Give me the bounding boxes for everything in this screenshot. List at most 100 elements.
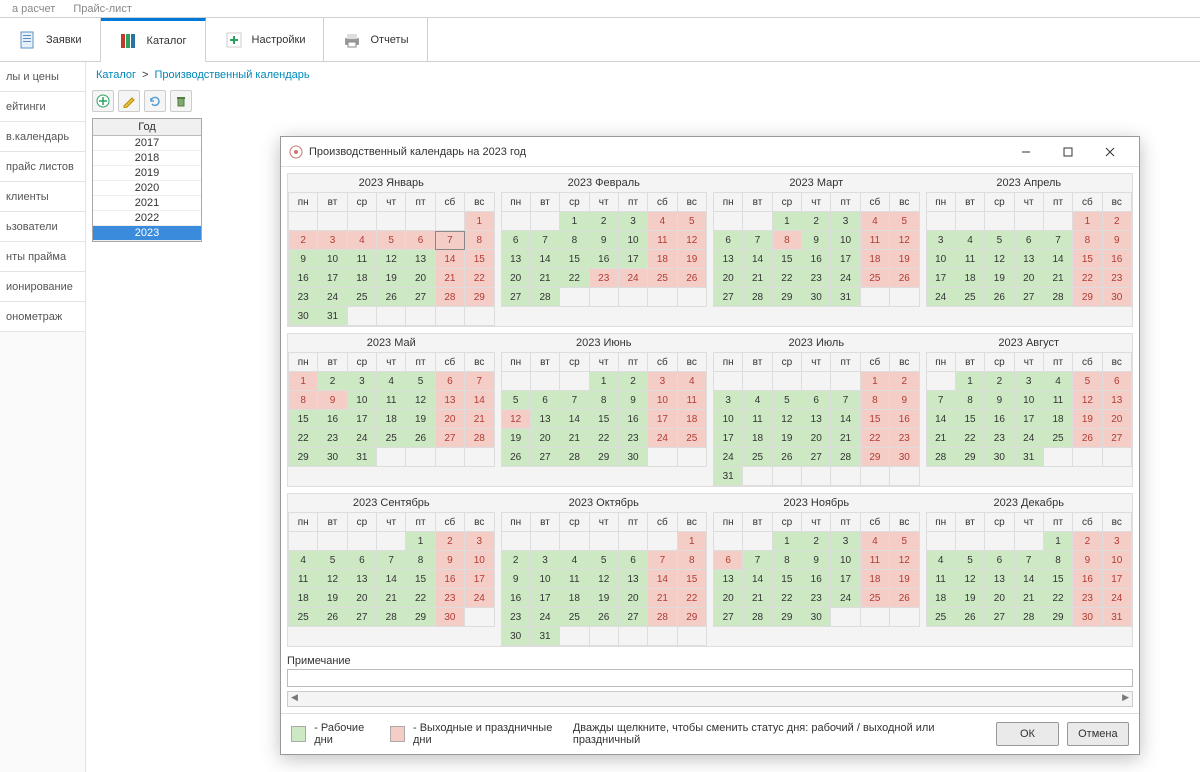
- day-cell[interactable]: 19: [890, 570, 919, 589]
- day-cell[interactable]: 12: [406, 391, 435, 410]
- day-cell[interactable]: 12: [985, 250, 1014, 269]
- day-cell[interactable]: 25: [926, 608, 955, 627]
- day-cell[interactable]: 24: [714, 448, 743, 467]
- day-cell[interactable]: 26: [677, 269, 706, 288]
- ok-button[interactable]: ОК: [996, 722, 1058, 746]
- day-cell[interactable]: 29: [406, 608, 435, 627]
- day-cell[interactable]: 16: [618, 410, 647, 429]
- day-cell[interactable]: 15: [772, 250, 801, 269]
- day-cell[interactable]: 1: [289, 372, 318, 391]
- day-cell[interactable]: 12: [772, 410, 801, 429]
- day-cell[interactable]: 18: [347, 269, 376, 288]
- day-cell[interactable]: 7: [1014, 551, 1043, 570]
- day-cell[interactable]: 23: [289, 288, 318, 307]
- day-cell[interactable]: 16: [589, 250, 618, 269]
- day-cell[interactable]: 16: [1102, 250, 1131, 269]
- day-cell[interactable]: 31: [347, 448, 376, 467]
- day-cell[interactable]: 20: [618, 589, 647, 608]
- day-cell[interactable]: 12: [890, 551, 919, 570]
- day-cell[interactable]: 24: [1102, 589, 1131, 608]
- day-cell[interactable]: 6: [714, 551, 743, 570]
- day-cell[interactable]: 22: [772, 269, 801, 288]
- day-cell[interactable]: 13: [347, 570, 376, 589]
- day-cell[interactable]: 6: [802, 391, 831, 410]
- day-cell[interactable]: 14: [1014, 570, 1043, 589]
- day-cell[interactable]: 7: [831, 391, 860, 410]
- day-cell[interactable]: 7: [926, 391, 955, 410]
- day-cell[interactable]: 13: [406, 250, 435, 269]
- day-cell[interactable]: 16: [289, 269, 318, 288]
- day-cell[interactable]: 24: [347, 429, 376, 448]
- day-cell[interactable]: 10: [1102, 551, 1131, 570]
- day-cell[interactable]: 2: [890, 372, 919, 391]
- day-cell[interactable]: 8: [289, 391, 318, 410]
- day-cell[interactable]: 22: [1043, 589, 1072, 608]
- cancel-button[interactable]: Отмена: [1067, 722, 1129, 746]
- day-cell[interactable]: 6: [435, 372, 464, 391]
- day-cell[interactable]: 6: [406, 231, 435, 250]
- day-cell[interactable]: 5: [985, 231, 1014, 250]
- day-cell[interactable]: 13: [802, 410, 831, 429]
- day-cell[interactable]: 28: [926, 448, 955, 467]
- day-cell[interactable]: 3: [714, 391, 743, 410]
- day-cell[interactable]: 25: [860, 589, 889, 608]
- day-cell[interactable]: 19: [589, 589, 618, 608]
- day-cell[interactable]: 3: [530, 551, 559, 570]
- maximize-button[interactable]: [1047, 138, 1089, 166]
- day-cell[interactable]: 3: [831, 532, 860, 551]
- day-cell[interactable]: 23: [501, 608, 530, 627]
- day-cell[interactable]: 24: [926, 288, 955, 307]
- day-cell[interactable]: 10: [318, 250, 347, 269]
- day-cell[interactable]: 15: [465, 250, 494, 269]
- day-cell[interactable]: 15: [677, 570, 706, 589]
- day-cell[interactable]: 29: [589, 448, 618, 467]
- day-cell[interactable]: 19: [677, 250, 706, 269]
- day-cell[interactable]: 14: [648, 570, 677, 589]
- day-cell[interactable]: 15: [772, 570, 801, 589]
- day-cell[interactable]: 13: [530, 410, 559, 429]
- day-cell[interactable]: 18: [926, 589, 955, 608]
- breadcrumb-current[interactable]: Производственный календарь: [154, 69, 309, 81]
- day-cell[interactable]: 4: [347, 231, 376, 250]
- day-cell[interactable]: 1: [560, 212, 589, 231]
- day-cell[interactable]: 28: [560, 448, 589, 467]
- day-cell[interactable]: 29: [289, 448, 318, 467]
- day-cell[interactable]: 20: [501, 269, 530, 288]
- day-cell[interactable]: 6: [985, 551, 1014, 570]
- day-cell[interactable]: 3: [618, 212, 647, 231]
- day-cell[interactable]: 4: [926, 551, 955, 570]
- year-2023[interactable]: 2023: [93, 226, 201, 241]
- day-cell[interactable]: 30: [1102, 288, 1131, 307]
- day-cell[interactable]: 14: [743, 250, 772, 269]
- day-cell[interactable]: 10: [347, 391, 376, 410]
- day-cell[interactable]: 15: [589, 410, 618, 429]
- day-cell[interactable]: 6: [714, 231, 743, 250]
- day-cell[interactable]: 5: [890, 532, 919, 551]
- day-cell[interactable]: 15: [406, 570, 435, 589]
- day-cell[interactable]: 26: [890, 269, 919, 288]
- day-cell[interactable]: 13: [435, 391, 464, 410]
- day-cell[interactable]: 24: [465, 589, 494, 608]
- day-cell[interactable]: 17: [1102, 570, 1131, 589]
- day-cell[interactable]: 26: [589, 608, 618, 627]
- day-cell[interactable]: 1: [465, 212, 494, 231]
- day-cell[interactable]: 26: [985, 288, 1014, 307]
- year-header[interactable]: Год: [93, 119, 201, 136]
- day-cell[interactable]: 30: [618, 448, 647, 467]
- day-cell[interactable]: 19: [377, 269, 406, 288]
- day-cell[interactable]: 26: [377, 288, 406, 307]
- day-cell[interactable]: 17: [618, 250, 647, 269]
- day-cell[interactable]: 16: [435, 570, 464, 589]
- day-cell[interactable]: 9: [802, 551, 831, 570]
- day-cell[interactable]: 17: [648, 410, 677, 429]
- day-cell[interactable]: 20: [714, 269, 743, 288]
- day-cell[interactable]: 4: [860, 212, 889, 231]
- day-cell[interactable]: 8: [860, 391, 889, 410]
- day-cell[interactable]: 15: [289, 410, 318, 429]
- day-cell[interactable]: 27: [1014, 288, 1043, 307]
- day-cell[interactable]: 8: [465, 231, 494, 250]
- day-cell[interactable]: 28: [743, 608, 772, 627]
- day-cell[interactable]: 10: [618, 231, 647, 250]
- close-button[interactable]: [1089, 138, 1131, 166]
- day-cell[interactable]: 2: [618, 372, 647, 391]
